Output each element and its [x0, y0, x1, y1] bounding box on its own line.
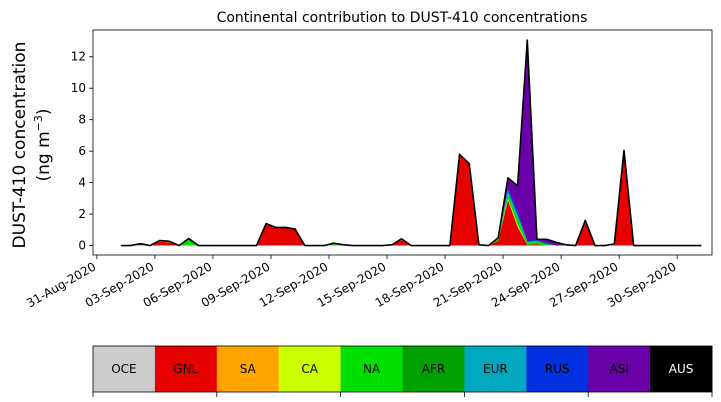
legend-label-gnl: GNL: [173, 362, 198, 376]
y-tick-label: 8: [78, 113, 86, 127]
legend-swatch-eur: [464, 346, 527, 392]
legend-frame: [92, 345, 713, 393]
legend-colorbar: OCE GNL SA CA NA AFR EUR RUS ASI AUS: [92, 345, 713, 397]
y-tick-label: 4: [78, 176, 86, 190]
legend-label-aus: AUS: [669, 362, 694, 376]
y-axis-label-prefix: (ng m: [34, 131, 54, 181]
y-tick-label: 2: [78, 207, 86, 221]
legend-swatch-na: [340, 346, 403, 392]
y-axis-label-suffix: ): [34, 108, 54, 115]
y-axis-label: DUST-410 concentration (ng m−3): [10, 42, 54, 249]
legend-label-eur: EUR: [483, 362, 508, 376]
total-outline: [121, 39, 702, 247]
y-tick-label: 12: [71, 50, 86, 64]
area-rus: [121, 150, 702, 246]
area-eur: [121, 150, 702, 246]
legend-label-ca: CA: [301, 362, 318, 376]
area-gnl: [121, 152, 702, 246]
legend-label-sa: SA: [240, 362, 257, 376]
legend-swatch-ca: [278, 346, 342, 392]
legend-label-asi: ASI: [609, 362, 628, 376]
legend-swatch-asi: [588, 346, 651, 392]
plot-area: 02468101231-Aug-202003-Sep-202006-Sep-20…: [24, 29, 713, 310]
y-axis-label-line2: (ng m−3): [32, 108, 54, 181]
legend-label-oce: OCE: [111, 362, 136, 376]
legend-swatch-gnl: [154, 346, 218, 392]
legend-swatch-aus: [650, 346, 713, 392]
legend-label-na: NA: [363, 362, 381, 376]
y-axis-label-sup: −3: [32, 115, 45, 131]
y-tick-label: 10: [71, 81, 86, 95]
axes-frame: [92, 29, 713, 256]
chart-title: Continental contribution to DUST-410 con…: [217, 10, 588, 26]
area-na: [121, 150, 702, 246]
legend-swatch-oce: [93, 346, 156, 392]
y-axis-label-line1: DUST-410 concentration: [10, 42, 30, 249]
area-ca: [121, 152, 702, 246]
area-asi: [121, 40, 702, 246]
y-tick-label: 0: [78, 239, 86, 253]
legend-swatch-rus: [526, 346, 589, 392]
legend-label-afr: AFR: [422, 362, 445, 376]
legend-label-rus: RUS: [545, 362, 570, 376]
legend-swatch-sa: [216, 346, 280, 392]
legend-swatch-afr: [402, 346, 465, 392]
y-tick-label: 6: [78, 144, 86, 158]
